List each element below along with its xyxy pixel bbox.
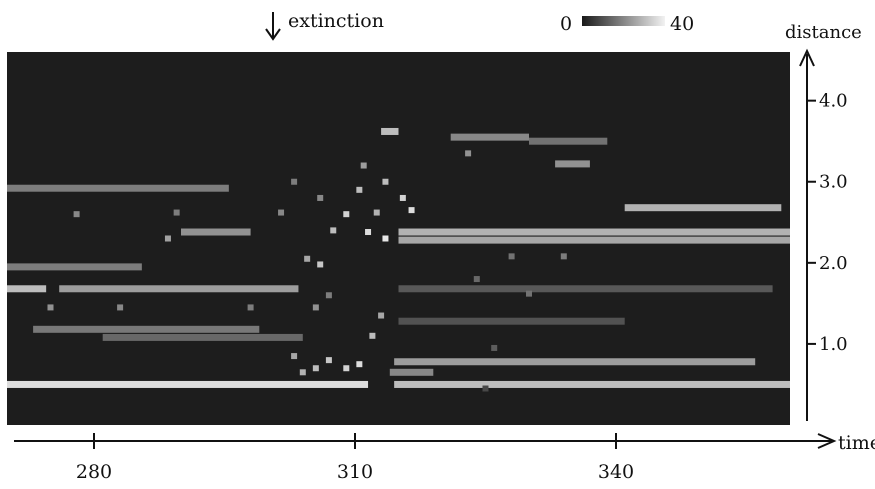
heatmap-cell-18 [299, 369, 306, 376]
heatmap-cell-7 [343, 211, 350, 218]
x-axis-label: time [838, 432, 875, 454]
heatmap-cell-35 [526, 290, 532, 297]
heatmap-cell-20 [312, 304, 319, 311]
x-tick-label: 340 [598, 461, 634, 483]
heatmap-segment-5 [7, 285, 47, 293]
heatmap-cells [7, 127, 790, 392]
heatmap-segment-10 [398, 228, 790, 236]
x-tick-label: 280 [76, 461, 112, 483]
y-ticks: 1.0 2.0 3.0 4.0 [807, 91, 848, 355]
extinction-arrow-head [265, 28, 281, 41]
heatmap-segment-4 [33, 325, 260, 333]
heatmap-cell-4 [304, 255, 311, 262]
heatmap-segment-11 [398, 236, 790, 244]
heatmap-cell-33 [560, 253, 567, 260]
heatmap-cell-26 [317, 194, 324, 201]
heatmap-segment-0 [7, 380, 369, 388]
x-tick-label: 310 [337, 461, 373, 483]
heatmap-segment-19 [555, 160, 590, 168]
heatmap-cell-32 [508, 253, 515, 260]
heatmap-plot-area [7, 52, 790, 425]
heatmap-cell-27 [360, 162, 367, 169]
heatmap-segment-12 [624, 204, 782, 212]
heatmap-cell-36 [491, 344, 498, 351]
y-tick-label: 2.0 [819, 253, 848, 274]
y-tick-label: 1.0 [819, 334, 848, 355]
x-axis-arrow-head [817, 433, 837, 449]
heatmap-cell-16 [325, 357, 332, 364]
heatmap-cell-34 [473, 276, 480, 283]
heatmap-cell-24 [47, 304, 54, 311]
heatmap-segment-7 [7, 263, 142, 271]
heatmap-segment-13 [398, 285, 773, 293]
y-axis-arrow-head [799, 48, 815, 67]
heatmap-segment-15 [389, 368, 434, 376]
heatmap-cell-23 [117, 304, 124, 311]
colorbar-gradient [582, 16, 665, 26]
extinction-annotation: extinction [265, 10, 384, 41]
heatmap-cell-17 [312, 365, 319, 372]
heatmap-segment-6 [59, 285, 299, 293]
heatmap-cell-28 [382, 178, 389, 185]
heatmap-segment-9 [181, 228, 251, 236]
heatmap-segment-1 [394, 380, 790, 388]
heatmap-cell-29 [399, 194, 406, 201]
heatmap-segment-3 [102, 333, 303, 341]
heatmap-cell-8 [356, 186, 363, 193]
heatmap-segment-17 [529, 137, 608, 145]
heatmap-cell-11 [382, 235, 389, 242]
y-tick-label: 3.0 [819, 172, 848, 193]
heatmap-cell-25 [291, 178, 298, 185]
extinction-label: extinction [288, 10, 384, 32]
heatmap-segment-18 [381, 127, 399, 135]
heatmap-segment-2 [394, 358, 756, 366]
heatmap-cell-2 [164, 235, 171, 242]
heatmap-cell-5 [317, 261, 324, 268]
heatmap-cell-6 [330, 227, 337, 234]
heatmap-cell-37 [482, 385, 489, 392]
heatmap-cell-14 [356, 361, 363, 368]
colorbar-min-label: 0 [560, 13, 572, 35]
heatmap-cell-12 [378, 312, 385, 319]
heatmap-cell-3 [278, 209, 285, 216]
heatmap-segment-14 [398, 317, 625, 325]
y-tick-label: 4.0 [819, 91, 848, 112]
x-ticks: 280 310 340 [76, 433, 634, 483]
colorbar-max-label: 40 [670, 13, 694, 35]
heatmap-segment-8 [7, 184, 229, 192]
heatmap-cell-10 [373, 209, 380, 216]
y-axis: distance 1.0 2.0 3.0 4.0 [785, 22, 862, 421]
y-axis-label: distance [785, 22, 862, 43]
heatmap-cell-13 [369, 332, 376, 339]
heatmap-cell-30 [408, 207, 415, 214]
heatmap-cell-22 [247, 304, 254, 311]
heatmap-cell-9 [365, 229, 372, 236]
x-axis: time 280 310 340 [14, 432, 875, 483]
heatmap-cell-1 [173, 209, 180, 216]
heatmap-segment-16 [450, 133, 529, 141]
heatmap-cell-21 [325, 292, 332, 299]
colorbar-legend: 0 40 [560, 13, 694, 35]
heatmap-cell-0 [73, 211, 80, 218]
heatmap-cell-19 [291, 353, 298, 360]
heatmap-cell-15 [343, 365, 350, 372]
heatmap-cell-31 [465, 150, 472, 157]
